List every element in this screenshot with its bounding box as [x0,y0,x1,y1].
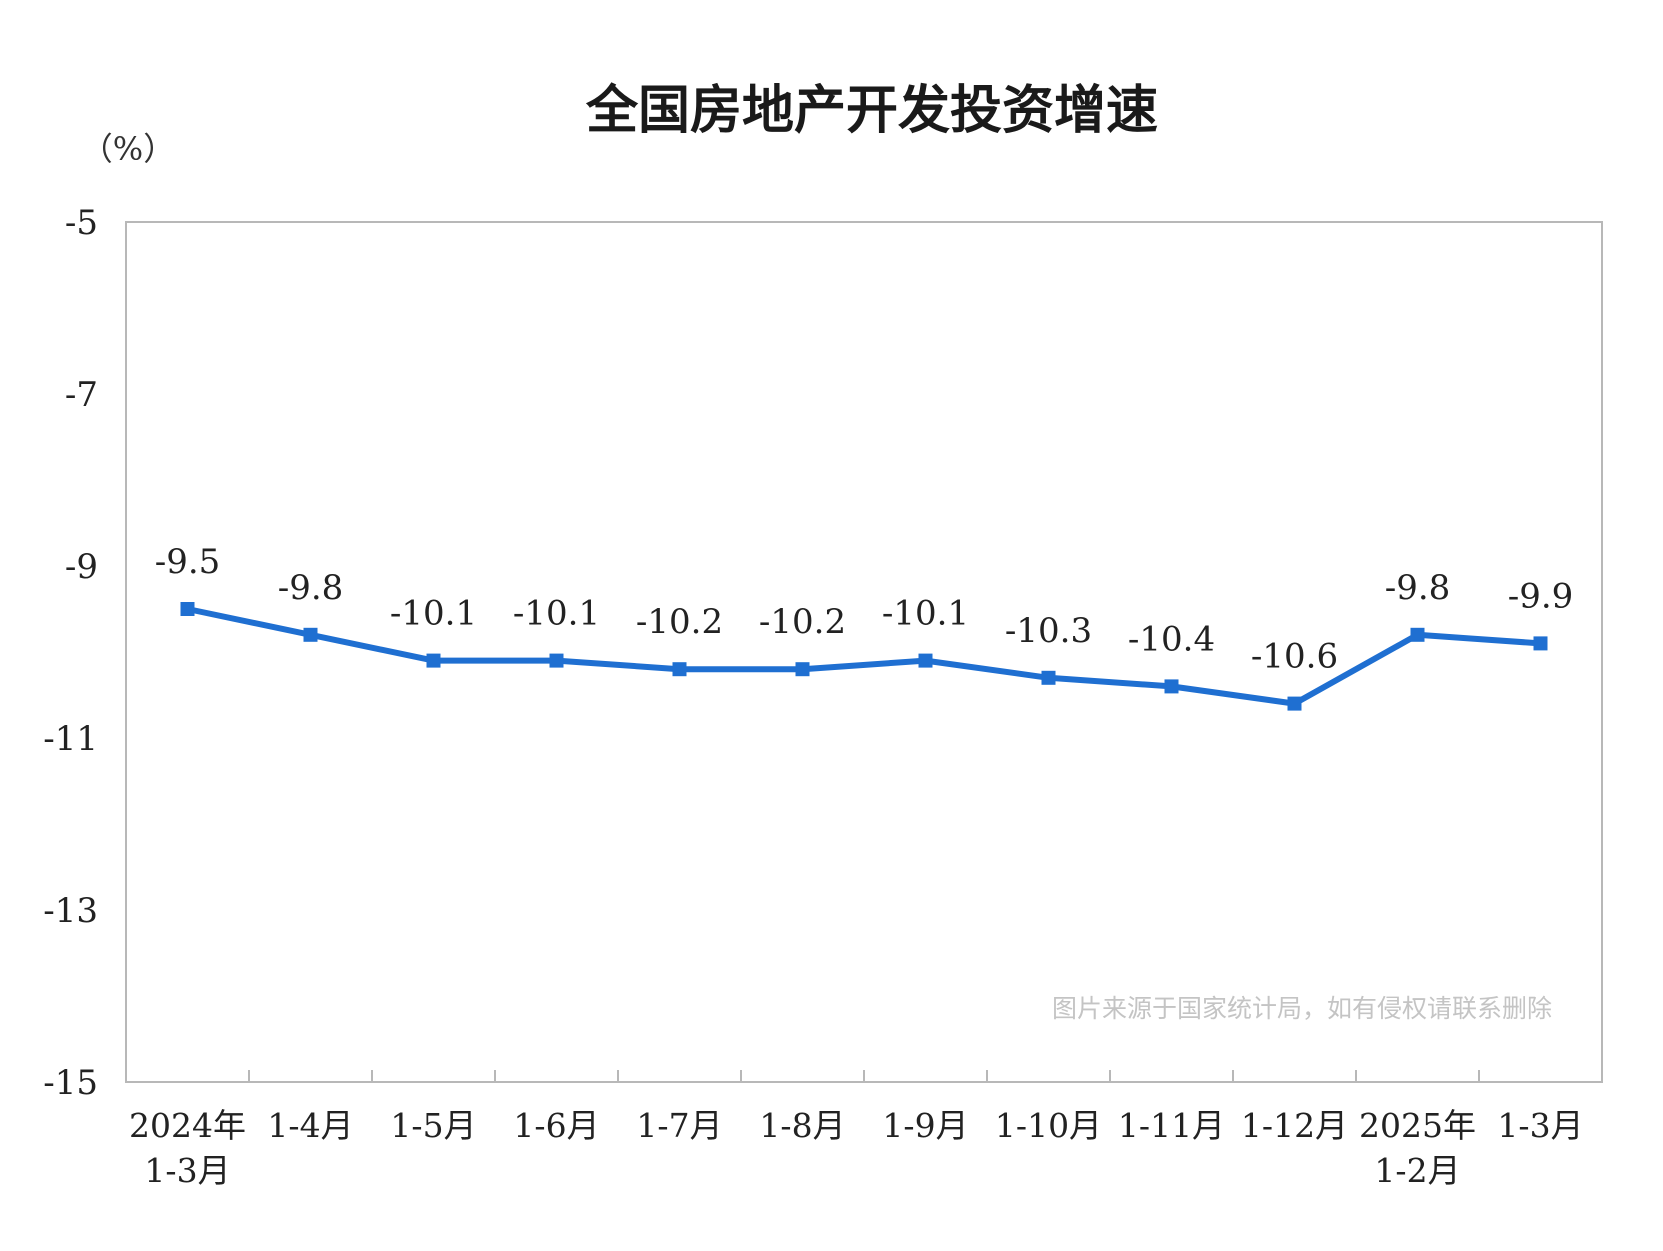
data-label: -9.5 [155,542,221,582]
data-point-marker [303,627,318,642]
data-point-marker [918,653,933,668]
data-label: -9.9 [1508,576,1574,616]
x-tick-label: 1-3月 [144,1151,230,1190]
x-tick-label: 1-10月 [995,1106,1102,1145]
data-label: -10.2 [636,602,723,642]
data-point-marker [426,653,441,668]
y-tick-label: -7 [65,375,98,415]
x-tick-label: 2024年 [129,1106,246,1145]
x-tick-label: 1-7月 [636,1106,722,1145]
data-point-marker [1533,636,1548,651]
data-point-marker [795,662,810,677]
data-point-marker [672,662,687,677]
data-point-marker [1041,670,1056,685]
data-label: -9.8 [1385,568,1451,608]
data-point-marker [1164,679,1179,694]
x-tick-label: 1-12月 [1241,1106,1348,1145]
x-axis-ticks: 2024年 1-3月 1-4月 1-5月 1-6月 1-7月 1-8月 1-9月 1-10月 1-… [129,1070,1584,1190]
x-tick-label: 1-5月 [390,1106,476,1145]
x-tick-label: 1-11月 [1118,1106,1225,1145]
data-label: -9.8 [278,568,344,608]
y-tick-label: -5 [65,203,98,243]
data-label: -10.3 [1005,611,1092,651]
x-tick-label: 2025年 [1359,1106,1476,1145]
data-point-marker [549,653,564,668]
y-axis-ticks: -5 -7 -9 -11 -13 -15 [43,203,98,1103]
data-label: -10.2 [759,602,846,642]
data-point-marker [1410,627,1425,642]
series-line [184,606,1544,707]
x-tick-label: 1-6月 [513,1106,599,1145]
data-point-marker [180,602,195,616]
watermark-text: 图片来源于国家统计局，如有侵权请联系删除 [1052,994,1552,1023]
y-tick-label: -11 [43,719,98,759]
chart-title: 全国房地产开发投资增速 [585,81,1158,141]
data-label: -10.1 [390,594,477,634]
data-label: -10.4 [1128,619,1215,659]
y-tick-label: -15 [43,1063,98,1103]
x-tick-label: 1-4月 [267,1106,353,1145]
x-tick-label: 1-8月 [759,1106,845,1145]
data-label: -10.6 [1251,637,1338,677]
y-axis-unit-label: （%） [81,130,175,168]
x-tick-label: 1-3月 [1497,1106,1583,1145]
x-tick-label: 1-2月 [1374,1151,1460,1190]
y-tick-label: -9 [65,547,98,587]
plot-frame [125,221,1603,1083]
data-label: -10.1 [513,594,600,634]
data-point-marker [1287,696,1302,711]
y-tick-label: -13 [43,891,98,931]
data-label: -10.1 [882,594,969,634]
series-group: -9.5 -9.8 -10.1 -10.1 -10.2 -10.2 -10.1 -10.3 -1… [155,542,1574,711]
x-tick-label: 1-9月 [882,1106,968,1145]
